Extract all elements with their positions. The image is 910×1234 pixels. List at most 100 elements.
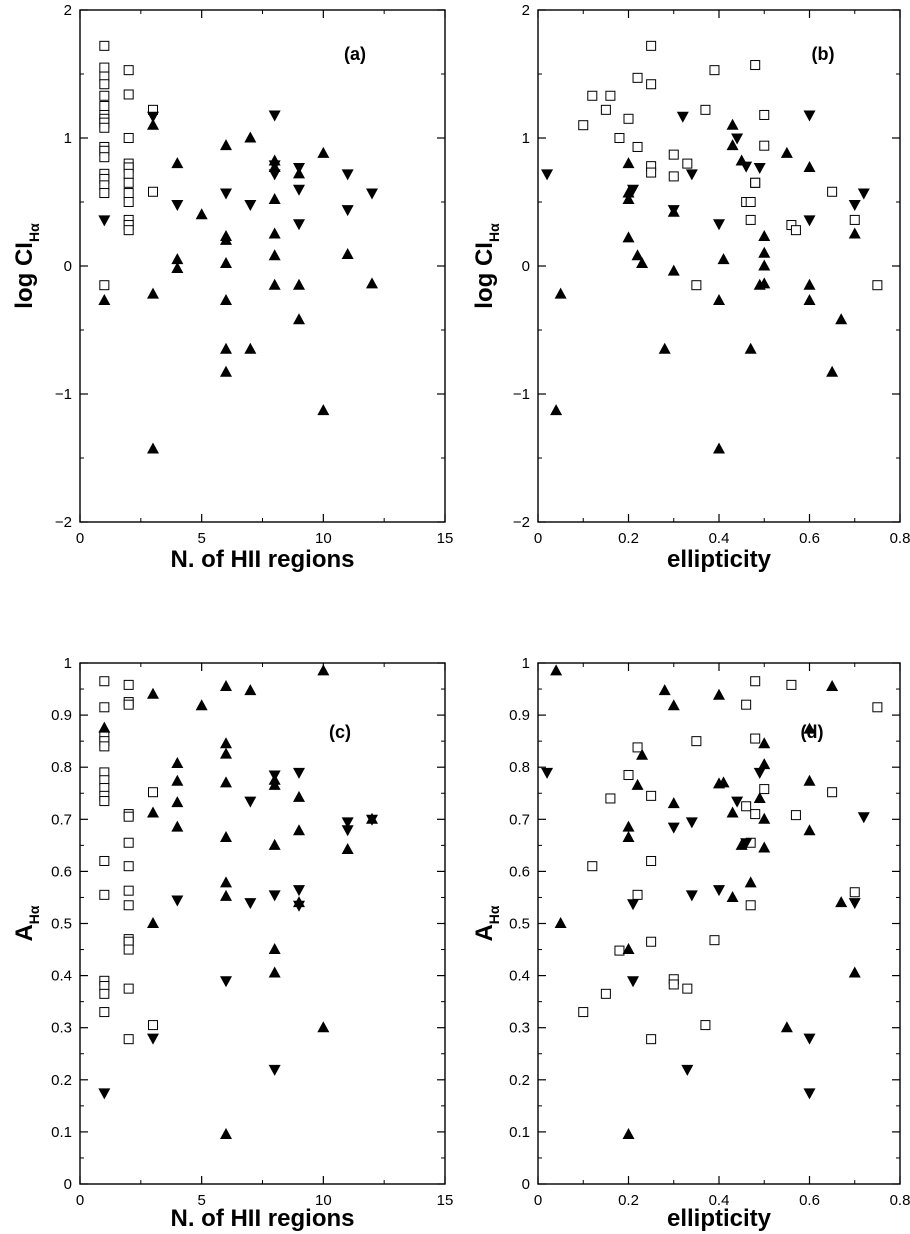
panel-c-ytick-label: 0.7: [51, 811, 72, 828]
data-point-triangle-up: [726, 118, 739, 130]
data-point-triangle-up: [220, 831, 232, 843]
panel-d-ytick-label: 0.9: [509, 707, 530, 724]
data-point-square: [700, 104, 711, 115]
panel-d-series-filled-triangle-up: [550, 664, 861, 1140]
data-point-triangle-up: [171, 774, 184, 786]
data-point-triangle-down: [713, 219, 725, 231]
panel-b-ylabel-subscript: Hα: [486, 223, 502, 242]
data-point-triangle-up: [713, 294, 725, 306]
data-point-square: [668, 979, 679, 990]
data-point-square: [123, 89, 134, 100]
data-point-triangle-down: [341, 169, 354, 181]
panel-d-xtick-label: 0.2: [618, 1192, 639, 1209]
data-point-triangle-down: [220, 188, 232, 200]
data-point-triangle-up: [758, 277, 771, 289]
panel-d: 0 0.2 0.4 0.6 0.8 0 0.1 0.2 0.3 0.4 0.5 0.6 0.7 0.8 0.…: [471, 655, 910, 1232]
data-point-triangle-up: [713, 688, 725, 700]
data-point-triangle-down: [98, 215, 111, 227]
data-point-triangle-down: [685, 817, 698, 829]
panel-d-series-filled-triangle-down: [541, 767, 870, 1100]
panel-d-ytick-label: 0.1: [509, 1124, 530, 1141]
data-point-square: [632, 72, 643, 83]
panel-b-xtick-label: 0.2: [618, 530, 639, 547]
data-point-square: [759, 784, 770, 795]
data-point-square: [99, 676, 110, 687]
data-point-square: [123, 699, 134, 710]
data-point-triangle-down: [803, 1033, 816, 1045]
panel-c-xtick-label: 0: [76, 1192, 84, 1209]
data-point-triangle-down: [740, 161, 753, 173]
data-point-square: [646, 790, 657, 801]
data-point-square: [745, 214, 756, 225]
data-point-triangle-up: [554, 287, 567, 299]
data-point-square: [709, 65, 720, 76]
data-point-square: [99, 855, 110, 866]
data-point-triangle-up: [147, 917, 159, 928]
data-point-triangle-up: [726, 890, 739, 902]
data-point-square: [99, 90, 110, 101]
data-point-triangle-down: [627, 976, 640, 988]
data-point-triangle-up: [220, 889, 232, 901]
data-point-triangle-up: [622, 186, 635, 198]
data-point-triangle-down: [366, 188, 378, 200]
panel-c-ylabel-main: A: [11, 924, 38, 941]
data-point-triangle-down: [293, 219, 305, 231]
data-point-triangle-up: [848, 227, 861, 239]
data-point-square: [849, 214, 860, 225]
data-point-square: [123, 177, 134, 188]
data-point-square: [668, 149, 679, 160]
panel-d-series-open-square: [578, 676, 883, 1045]
panel-c-ytick-label: 0.3: [51, 1020, 72, 1037]
data-point-triangle-up: [171, 262, 184, 274]
data-point-square: [790, 225, 801, 236]
data-point-square: [872, 280, 883, 291]
panel-d-xtick-label: 0: [534, 1192, 542, 1209]
data-point-triangle-down: [667, 822, 680, 834]
panel-c-tag: (c): [329, 722, 351, 742]
data-point-triangle-down: [753, 162, 766, 174]
panel-a-series-open-square: [99, 40, 158, 291]
panel-c-ytick-label: 0.9: [51, 707, 72, 724]
panel-b-series-filled-triangle-down: [541, 110, 870, 231]
data-point-square: [99, 1007, 110, 1018]
data-point-triangle-down: [541, 767, 554, 779]
data-point-triangle-up: [550, 404, 563, 416]
panel-d-ylabel-main: A: [471, 924, 498, 941]
panel-d-ytick-label: 1: [522, 655, 530, 672]
panel-c-xtick-label: 10: [315, 1192, 332, 1209]
data-point-triangle-down: [848, 200, 861, 212]
data-point-triangle-up: [758, 737, 771, 749]
data-point-triangle-up: [147, 442, 159, 454]
data-point-square: [827, 186, 838, 197]
panel-d-ytick-label: 0.3: [509, 1020, 530, 1037]
data-point-triangle-up: [341, 843, 354, 855]
data-point-triangle-up: [550, 664, 563, 676]
data-point-triangle-down: [293, 184, 305, 196]
data-point-square: [750, 177, 761, 188]
panel-a-ytick-label: −1: [55, 386, 72, 403]
data-point-triangle-up: [293, 313, 305, 325]
data-point-square: [632, 141, 643, 152]
data-point-square: [790, 810, 801, 821]
data-point-triangle-up: [268, 278, 281, 290]
data-point-triangle-down: [685, 169, 698, 181]
data-point-square: [587, 861, 598, 872]
data-point-triangle-up: [780, 1021, 793, 1033]
data-point-square: [123, 1034, 134, 1045]
data-point-triangle-up: [758, 230, 771, 242]
panel-b-tag: (b): [812, 44, 835, 64]
data-point-square: [99, 741, 110, 752]
data-point-triangle-up: [147, 118, 159, 130]
data-point-square: [123, 679, 134, 690]
panel-b-ylabel: log CIHα: [471, 223, 502, 309]
panel-c-ylabel-subscript: Hα: [26, 905, 42, 924]
data-point-triangle-down: [171, 200, 184, 212]
panel-c-ytick-label: 0: [64, 1176, 72, 1193]
data-point-triangle-down: [848, 898, 861, 910]
data-point-triangle-up: [667, 797, 680, 809]
panel-a-xlabel: N. of HII regions: [170, 546, 354, 573]
panel-a-series-filled-triangle-up: [98, 118, 378, 454]
data-point-square: [123, 225, 134, 236]
panel-d-ytick-label: 0.6: [509, 863, 530, 880]
data-point-triangle-down: [171, 895, 184, 907]
